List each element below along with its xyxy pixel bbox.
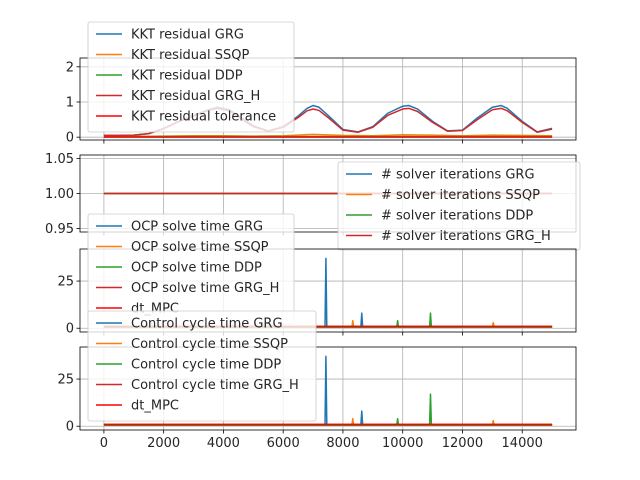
legend-label: # solver iterations GRG_H [381, 229, 551, 244]
y-tick-label: 0.95 [45, 222, 74, 237]
y-tick-label: 0 [66, 420, 74, 435]
legend-label: OCP solve time DDP [131, 261, 262, 276]
legend-label: OCP solve time GRG [131, 220, 263, 235]
legend-label: OCP solve time SSQP [131, 240, 269, 255]
legend-2: # solver iterations GRG # solver iteratio… [337, 161, 581, 251]
axes-frame [79, 248, 577, 333]
x-tick-label: 10000 [382, 436, 423, 451]
y-tick-label: 0 [66, 322, 74, 337]
axes-frame [79, 57, 577, 141]
legend-label: KKT residual DDP [131, 69, 243, 84]
x-tick-label: 2000 [147, 436, 180, 451]
axes-frame [79, 346, 577, 431]
y-tick-label: 2 [66, 60, 74, 75]
x-tick-label: 12000 [442, 436, 483, 451]
legend-label: KKT residual tolerance [131, 110, 276, 125]
y-tick-label: 0 [66, 131, 74, 146]
y-tick-label: 25 [57, 275, 74, 290]
legend-label: dt_MPC [131, 399, 179, 414]
y-tick-label: 25 [57, 373, 74, 388]
legend-3: OCP solve time GRG OCP solve time SSQP OCP… [87, 213, 295, 325]
y-tick-label: 1 [66, 95, 74, 110]
x-tick-label: 14000 [502, 436, 543, 451]
subplot-3: 0 25 OCP solve time GRG OCP solve time SSQP… [57, 213, 577, 337]
subplot-4: 0 2000 4000 6000 8000 10000 12000 14000 0 25 Contr… [57, 310, 577, 451]
x-tick-label: 6000 [267, 436, 300, 451]
legend-label: Control cycle time GRG_H [131, 378, 299, 393]
legend-label: KKT residual SSQP [131, 48, 249, 63]
legend-label: # solver iterations DDP [381, 209, 533, 224]
legend-label: OCP solve time GRG_H [131, 281, 279, 296]
legend-frame [87, 310, 317, 422]
x-tick-label: 0 [100, 436, 108, 451]
legend-label: KKT residual GRG [131, 28, 244, 43]
legend-label: Control cycle time DDP [131, 358, 281, 373]
y-tick-label: 1.05 [45, 152, 74, 167]
legend-label: KKT residual GRG_H [131, 89, 260, 104]
legend-label: Control cycle time SSQP [131, 337, 288, 352]
legend-label: # solver iterations SSQP [381, 188, 540, 203]
legend-label: # solver iterations GRG [381, 168, 535, 183]
x-tick-label: 4000 [207, 436, 240, 451]
legend-label: Control cycle time GRG [131, 317, 283, 332]
legend-frame [87, 21, 295, 133]
x-tick-label: 8000 [326, 436, 359, 451]
y-tick-label: 1.00 [45, 187, 74, 202]
legend-4: Control cycle time GRG Control cycle time… [87, 310, 317, 422]
subplot-2: 0.951.001.05# solver iterations GRG# sol… [45, 152, 581, 251]
legend-frame [337, 161, 581, 251]
legend-1: KKT residual GRG KKT residual SSQP KKT res… [87, 21, 295, 133]
